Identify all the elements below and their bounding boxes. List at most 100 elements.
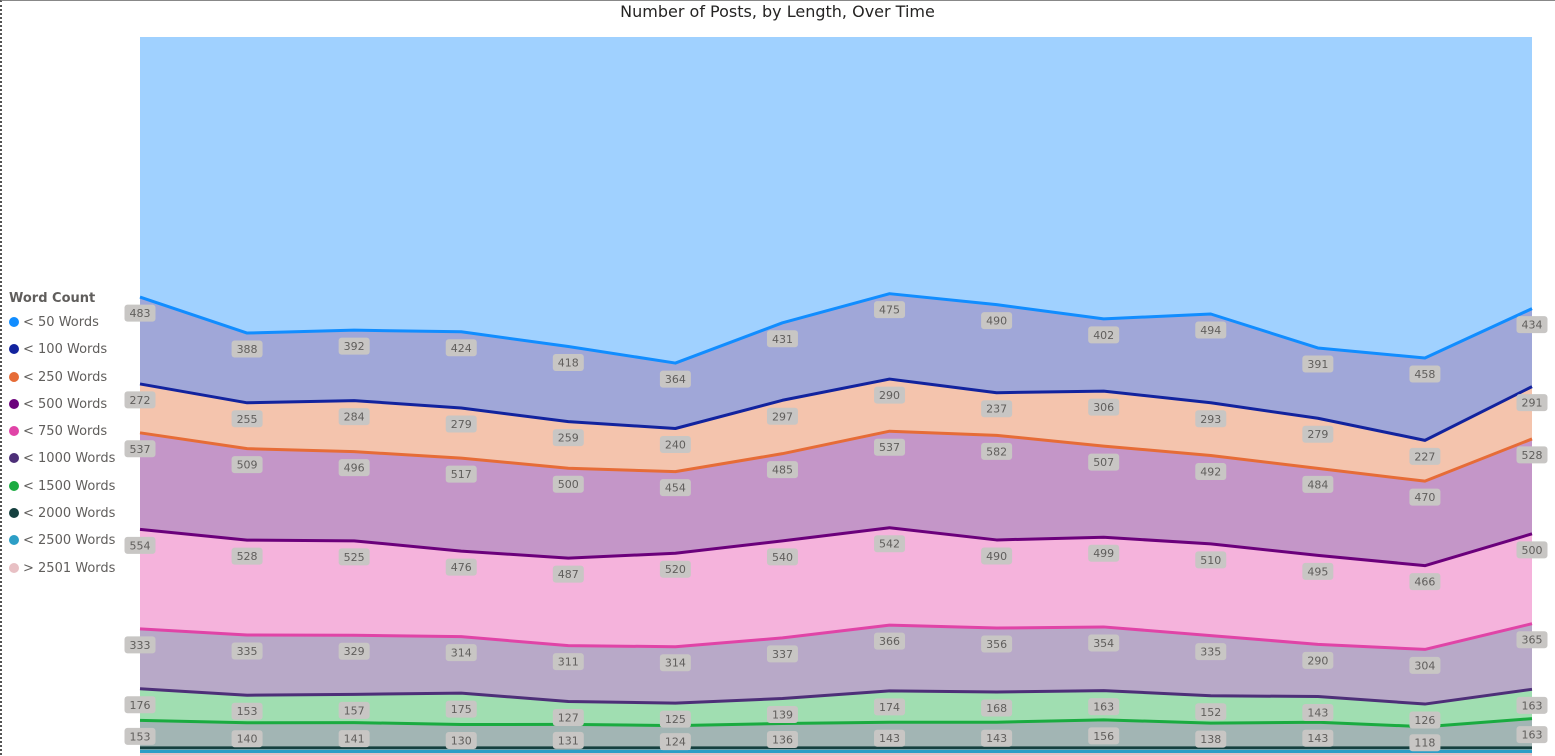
data-label-750-words-1: 333: [124, 636, 156, 654]
data-label-text: 475: [879, 304, 900, 317]
data-label-box: [1195, 730, 1227, 748]
data-label-text: 152: [1200, 706, 1221, 719]
line-100-words[interactable]: [139, 377, 1533, 442]
data-label-text: 297: [772, 410, 793, 423]
data-label-100-words-8: 290: [874, 386, 906, 404]
data-label-1000-words-3: 157: [338, 701, 370, 719]
data-label-box: [659, 654, 691, 672]
data-label-box: [1302, 704, 1334, 722]
data-label-text: 290: [879, 389, 900, 402]
data-label-1500-words-5: 131: [552, 731, 584, 749]
legend-item-750-words[interactable]: < 750 Words: [9, 418, 115, 445]
data-label-box: [659, 560, 691, 578]
data-label-box: [1409, 488, 1441, 506]
data-label-750-words-12: 290: [1302, 651, 1334, 669]
legend-item-2500-words[interactable]: < 2500 Words: [9, 527, 115, 554]
data-label-box: [338, 337, 370, 355]
data-label-text: 143: [1307, 732, 1328, 745]
data-label-50-words-6: 364: [659, 370, 691, 388]
data-label-text: 143: [986, 732, 1007, 745]
data-label-text: 391: [1307, 358, 1328, 371]
data-label-box: [1195, 462, 1227, 480]
data-label-text: 279: [451, 418, 472, 431]
data-label-750-words-9: 356: [981, 635, 1013, 653]
data-label-1000-words-8: 174: [874, 698, 906, 716]
data-label-text: 424: [451, 342, 472, 355]
data-label-box: [659, 479, 691, 497]
legend-item-250-words[interactable]: < 250 Words: [9, 364, 115, 391]
legend-dot-icon: [9, 398, 19, 409]
data-label-text: 335: [237, 645, 258, 658]
legend-dot-icon: [9, 562, 19, 573]
data-label-box: [1409, 447, 1441, 465]
data-label-50-words-7: 431: [766, 330, 798, 348]
data-label-text: 500: [558, 478, 579, 491]
legend-item-1500-words[interactable]: < 1500 Words: [9, 473, 115, 500]
line-1000-words[interactable]: [139, 687, 1533, 706]
legend-item-2000-words[interactable]: < 2000 Words: [9, 500, 115, 527]
legend-dot-icon: [9, 371, 19, 382]
line-750-words[interactable]: [139, 622, 1533, 651]
data-label-text: 157: [344, 704, 365, 717]
legend-item-100-words[interactable]: < 100 Words: [9, 336, 115, 363]
data-label-text: 306: [1093, 401, 1114, 414]
data-label-box: [1195, 410, 1227, 428]
data-label-box: [874, 301, 906, 319]
data-label-text: 279: [1307, 428, 1328, 441]
area-1500-words[interactable]: [140, 688, 1532, 727]
data-label-1000-words-14: 163: [1516, 696, 1548, 714]
line-1500-words[interactable]: [139, 717, 1533, 729]
data-label-1500-words-10: 156: [1088, 727, 1120, 745]
line-500-words[interactable]: [139, 526, 1533, 568]
data-label-text: 554: [130, 539, 151, 552]
data-label-box: [1302, 425, 1334, 443]
data-label-250-words-14: 528: [1516, 446, 1548, 464]
data-label-text: 434: [1522, 319, 1543, 332]
data-label-750-words-7: 337: [766, 645, 798, 663]
data-label-box: [445, 644, 477, 662]
data-label-box: [1302, 475, 1334, 493]
data-label-250-words-13: 470: [1409, 488, 1441, 506]
data-label-box: [1516, 541, 1548, 559]
data-label-50-words-5: 418: [552, 354, 584, 372]
data-label-1000-words-11: 152: [1195, 703, 1227, 721]
area-1000-words[interactable]: [140, 623, 1532, 705]
data-label-box: [1088, 453, 1120, 471]
data-label-box: [552, 565, 584, 583]
data-label-text: 492: [1200, 465, 1221, 478]
data-label-250-words-2: 509: [231, 456, 263, 474]
data-label-box: [552, 709, 584, 727]
data-label-50-words-11: 494: [1195, 321, 1227, 339]
legend-label: < 250 Words: [23, 369, 108, 385]
data-label-text: 458: [1414, 368, 1435, 381]
legend-item-1000-words[interactable]: < 1000 Words: [9, 445, 115, 472]
area-750-words[interactable]: [140, 527, 1532, 650]
area-500-words[interactable]: [140, 431, 1532, 566]
data-label-250-words-6: 454: [659, 479, 691, 497]
area-250-words[interactable]: [140, 379, 1532, 482]
area-100-words[interactable]: [140, 293, 1532, 441]
legend-label: < 750 Words: [23, 424, 108, 440]
line-250-words[interactable]: [139, 429, 1533, 483]
legend-label: < 2000 Words: [23, 506, 116, 522]
data-label-500-words-5: 487: [552, 565, 584, 583]
line-50-words[interactable]: [139, 292, 1533, 365]
data-label-text: 402: [1093, 329, 1114, 342]
legend-item-2501-words[interactable]: > 2501 Words: [9, 555, 115, 582]
data-label-500-words-8: 542: [874, 535, 906, 553]
data-label-100-words-5: 259: [552, 429, 584, 447]
data-label-text: 163: [1522, 699, 1543, 712]
data-label-box: [445, 732, 477, 750]
data-label-500-words-1: 554: [124, 536, 156, 554]
data-label-box: [874, 729, 906, 747]
data-label-100-words-3: 284: [338, 408, 370, 426]
data-label-box: [338, 730, 370, 748]
legend-label: < 1000 Words: [23, 451, 116, 467]
data-label-500-words-13: 466: [1409, 573, 1441, 591]
legend-item-50-words[interactable]: < 50 Words: [9, 309, 115, 336]
legend-item-500-words[interactable]: < 500 Words: [9, 391, 115, 418]
data-label-box: [445, 339, 477, 357]
area-50-words[interactable]: [140, 37, 1532, 364]
data-label-1000-words-12: 143: [1302, 704, 1334, 722]
